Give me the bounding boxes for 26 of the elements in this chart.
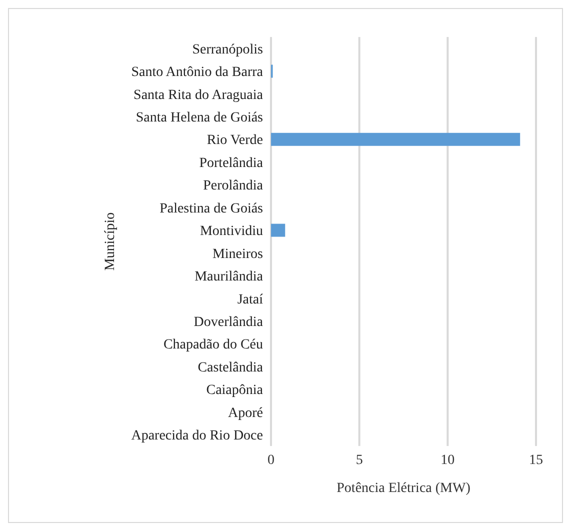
x-tick-label: 0 xyxy=(268,452,274,468)
y-tick-label: Portelândia xyxy=(199,156,264,171)
x-tick-label: 10 xyxy=(440,452,455,468)
x-tick-label: 5 xyxy=(356,452,363,468)
y-tick-label: Montividiu xyxy=(200,224,263,240)
y-tick-label: Perolândia xyxy=(203,178,264,194)
bar xyxy=(271,224,286,237)
y-tick-label: Serranópolis xyxy=(192,42,263,58)
x-axis-title: Potência Elétrica (MW) xyxy=(336,481,471,496)
y-tick-label: Aporé xyxy=(228,406,263,421)
y-tick-label: Maurilândia xyxy=(194,270,264,285)
y-axis-title: Município xyxy=(102,212,118,271)
y-tick-label: Mineiros xyxy=(212,246,263,262)
y-tick-label: Castelândia xyxy=(198,360,264,376)
y-tick-label: Doverlândia xyxy=(194,315,264,330)
y-tick-label: Santo Antônio da Barra xyxy=(131,65,264,80)
y-tick-label: Santa Helena de Goiás xyxy=(136,110,263,126)
x-tick-label: 15 xyxy=(529,452,543,468)
y-tick-label: Aparecida do Rio Doce xyxy=(131,428,263,444)
y-tick-label: Palestina de Goiás xyxy=(160,201,263,216)
y-tick-label: Caiapônia xyxy=(206,383,264,398)
y-tick-label: Rio Verde xyxy=(206,133,263,148)
y-tick-label: Chapadão do Céu xyxy=(163,338,263,353)
y-tick-label: Jataí xyxy=(237,292,264,308)
bar xyxy=(271,132,520,146)
y-tick-label: Santa Rita do Araguaia xyxy=(134,88,264,103)
